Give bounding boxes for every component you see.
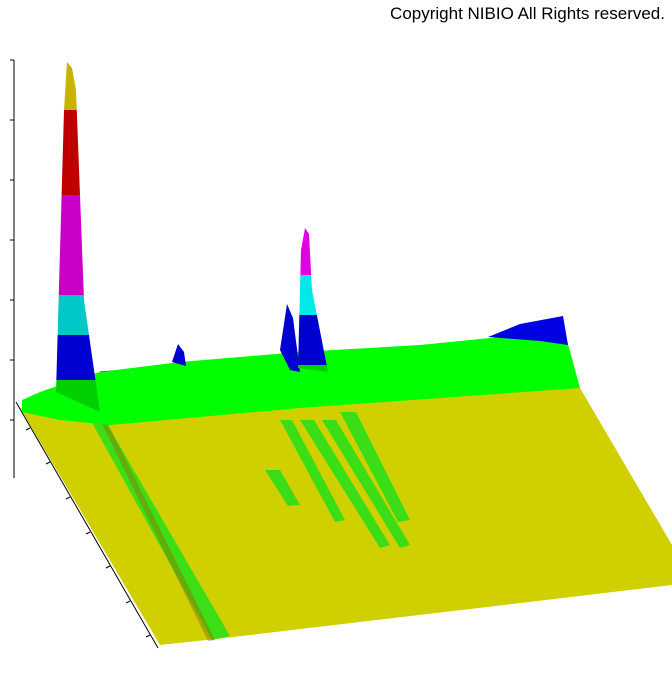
- copyright: Copyright NIBIO All Rights reserved.: [390, 4, 665, 23]
- surface-bump: [488, 316, 568, 345]
- surface-floor: [20, 388, 672, 645]
- surface-peak-small: [280, 304, 300, 372]
- surface-band: [22, 333, 580, 425]
- surface-streaks: [85, 410, 410, 640]
- surface-shadow: [100, 420, 215, 641]
- surface-peak-small: [172, 344, 186, 366]
- surface-peak-main: [56, 62, 100, 412]
